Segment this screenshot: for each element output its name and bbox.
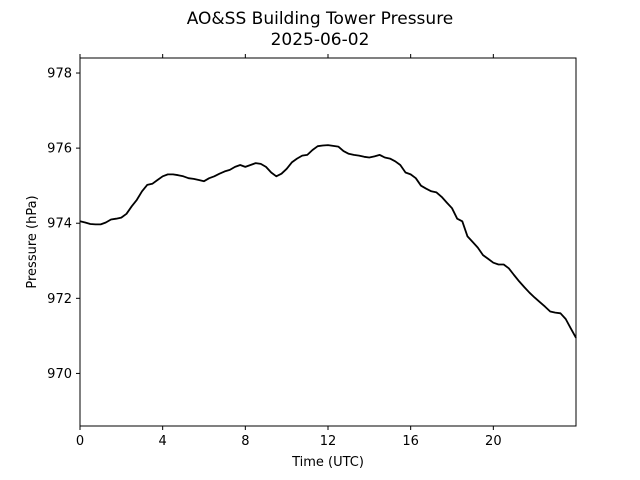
x-tick-label: 16	[402, 434, 419, 449]
plot-frame	[79, 57, 577, 427]
chart-title-line1: AO&SS Building Tower Pressure	[187, 9, 454, 29]
y-tick-label: 976	[47, 142, 72, 157]
x-axis-label: Time (UTC)	[291, 455, 364, 470]
x-tick-label: 20	[485, 434, 502, 449]
y-tick-label: 972	[47, 292, 72, 307]
chart-title-line2: 2025-06-02	[271, 30, 370, 50]
y-tick-label: 978	[47, 67, 72, 82]
y-tick-label: 974	[47, 217, 72, 232]
y-axis-label: Pressure (hPa)	[25, 195, 40, 288]
pressure-series-line	[79, 144, 577, 339]
y-tick-label: 970	[47, 367, 72, 382]
x-tick-label: 0	[76, 434, 84, 449]
x-tick-label: 8	[241, 434, 249, 449]
x-tick-label: 12	[320, 434, 337, 449]
x-tick-label: 4	[159, 434, 167, 449]
plot-area: 0 4 8 12 16 20 970 972 974 976 978	[47, 54, 577, 449]
